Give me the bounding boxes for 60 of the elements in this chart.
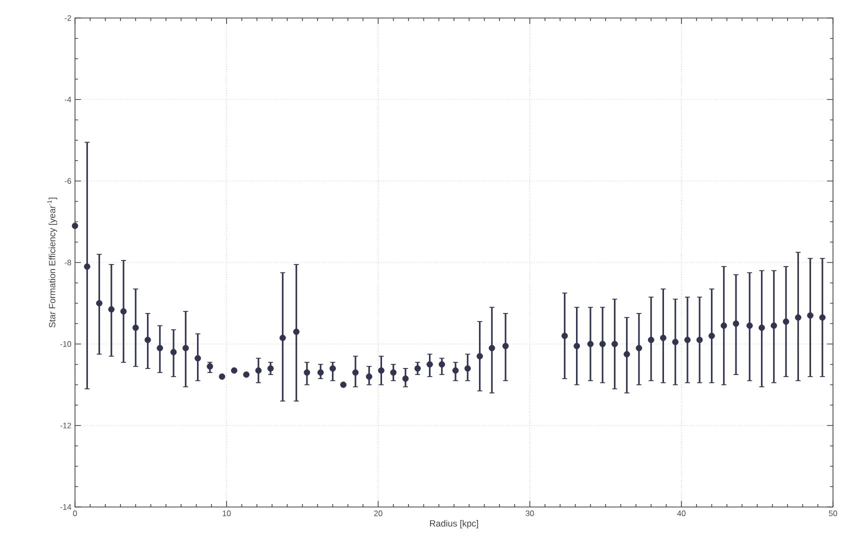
point (696, 336, 703, 344)
point (330, 365, 336, 372)
point (317, 369, 324, 376)
point (84, 263, 90, 270)
point (648, 336, 654, 344)
point (267, 365, 274, 372)
point (206, 363, 214, 370)
point (464, 365, 471, 372)
point (156, 344, 164, 352)
point (770, 322, 778, 329)
point (672, 338, 679, 346)
point (452, 367, 459, 374)
point (96, 300, 102, 306)
point (746, 322, 753, 329)
point (660, 334, 666, 342)
point (794, 314, 802, 321)
point (684, 336, 691, 344)
point (108, 306, 115, 313)
point (708, 332, 715, 340)
point (414, 365, 421, 372)
point (732, 320, 740, 327)
y-axis-title: Star Formation Efficiency [year$^{-1}$] (47, 198, 58, 328)
point (255, 367, 262, 374)
point (574, 342, 580, 350)
point (352, 369, 359, 376)
point (758, 324, 765, 331)
point (120, 308, 127, 315)
point (218, 373, 226, 380)
point (599, 340, 606, 348)
point (182, 344, 189, 352)
point (304, 369, 310, 376)
point (587, 340, 594, 348)
point (72, 222, 78, 230)
point (378, 367, 384, 374)
x-axis-title: Radius [kpc] (430, 520, 478, 528)
point (807, 312, 814, 319)
point (390, 369, 397, 376)
point (194, 355, 201, 362)
point (720, 322, 728, 329)
point (144, 336, 151, 344)
point (488, 344, 496, 352)
point (612, 340, 618, 348)
point (230, 367, 238, 374)
point (293, 328, 300, 335)
point (132, 324, 139, 331)
point (819, 314, 826, 321)
point (782, 318, 790, 325)
point (170, 348, 177, 356)
point (502, 342, 509, 350)
point (561, 332, 568, 340)
point (280, 334, 286, 342)
point (636, 344, 642, 352)
point (340, 382, 347, 388)
point (438, 361, 446, 368)
point (426, 361, 433, 368)
point (624, 350, 630, 358)
point (366, 373, 372, 380)
point (476, 353, 483, 360)
point (402, 375, 409, 382)
point (243, 371, 250, 378)
